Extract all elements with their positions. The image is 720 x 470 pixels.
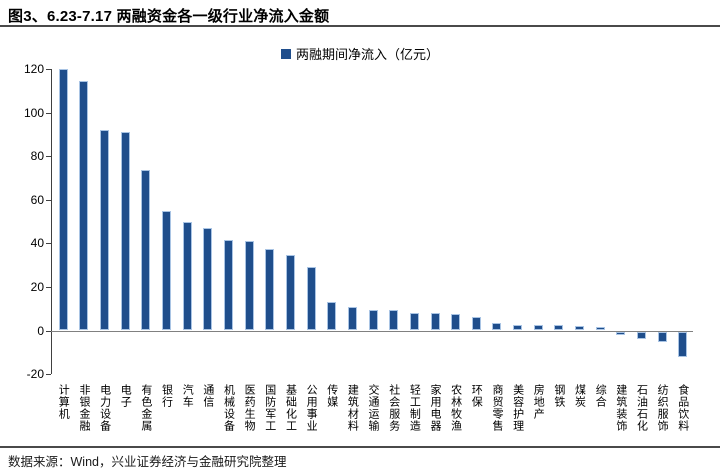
x-axis-label: 电子 — [119, 384, 132, 408]
x-axis-label: 计算机 — [57, 384, 70, 420]
bar — [265, 248, 275, 331]
top-rule — [0, 25, 720, 27]
x-axis-label: 轻工制造 — [408, 384, 421, 432]
x-axis-label: 汽车 — [181, 384, 194, 408]
source-note: 数据来源：Wind，兴业证券经济与金融研究院整理 — [8, 455, 287, 469]
y-axis-tick-label: 40 — [30, 236, 44, 251]
bar — [347, 306, 357, 331]
x-axis-label: 钢铁 — [552, 384, 565, 408]
legend-label: 两融期间净流入（亿元） — [295, 47, 439, 62]
x-axis-label: 煤炭 — [573, 384, 586, 408]
x-axis-label: 社会服务 — [387, 384, 400, 432]
zero-line — [51, 330, 693, 332]
bar — [533, 325, 543, 331]
y-axis-tick-label: 100 — [23, 105, 44, 120]
x-axis-label: 商贸零售 — [490, 384, 503, 432]
bar — [327, 302, 337, 331]
x-axis-label: 石油石化 — [635, 384, 648, 432]
y-axis-tick-label: 20 — [30, 279, 44, 294]
y-axis-tick — [46, 156, 51, 158]
bar — [451, 313, 461, 331]
x-axis-label: 农林牧渔 — [449, 384, 462, 432]
bar — [575, 325, 585, 331]
bar — [389, 310, 399, 331]
x-axis-label: 非银金融 — [77, 384, 90, 432]
y-axis-tick — [46, 112, 51, 114]
legend: 两融期间净流入（亿元） — [0, 44, 720, 63]
y-axis-tick — [46, 330, 51, 332]
x-axis-label: 有色金属 — [139, 384, 152, 432]
y-axis-line — [51, 69, 52, 375]
bar — [637, 331, 646, 339]
bar — [58, 69, 68, 331]
bar — [224, 240, 233, 331]
y-axis-tick — [46, 69, 51, 71]
bar — [306, 267, 316, 331]
x-axis-label: 纺织服饰 — [656, 384, 669, 432]
legend-marker-icon — [280, 48, 291, 59]
bar — [616, 331, 626, 336]
x-axis-label: 综合 — [594, 384, 607, 408]
x-axis-label: 电力设备 — [98, 384, 111, 432]
x-axis-label: 银行 — [160, 384, 173, 408]
bar — [244, 241, 254, 331]
x-axis-label: 医药生物 — [243, 384, 256, 432]
x-axis-label: 交通运输 — [367, 384, 380, 432]
bar — [409, 312, 419, 331]
x-axis-label: 国防军工 — [263, 384, 276, 432]
x-axis-label: 环保 — [470, 384, 483, 408]
bar — [141, 170, 151, 331]
figure-title: 图3、6.23-7.17 两融资金各一级行业净流入金额 — [8, 8, 330, 25]
bar — [100, 130, 110, 331]
bar — [182, 221, 192, 331]
x-axis-label: 基础化工 — [284, 384, 297, 432]
bottom-rule — [0, 446, 720, 448]
x-axis-label: 食品饮料 — [676, 384, 689, 432]
x-axis-label: 通信 — [201, 384, 214, 408]
y-axis-tick — [46, 374, 51, 376]
x-axis-label: 传媒 — [325, 384, 338, 408]
bar — [492, 323, 502, 331]
bar — [203, 228, 213, 331]
bar — [430, 313, 440, 331]
x-axis-label: 建筑材料 — [346, 384, 359, 432]
x-axis-label: 房地产 — [532, 384, 545, 420]
y-axis-tick — [46, 243, 51, 245]
bar — [162, 210, 172, 331]
bar — [678, 331, 688, 357]
bar — [285, 255, 295, 331]
bar — [471, 317, 481, 331]
bar — [554, 325, 564, 331]
bar — [120, 132, 130, 331]
x-axis-label: 建筑装饰 — [614, 384, 627, 432]
bar — [79, 81, 89, 331]
x-axis-label: 公用事业 — [305, 384, 318, 432]
y-axis-tick — [46, 199, 51, 201]
x-axis-label: 美容护理 — [511, 384, 524, 432]
y-axis-tick-label: 0 — [37, 323, 44, 338]
y-axis-tick — [46, 286, 51, 288]
bar — [368, 310, 378, 331]
y-axis-tick-label: 60 — [30, 192, 44, 207]
y-axis-tick-label: 80 — [30, 149, 44, 164]
x-axis-label: 机械设备 — [222, 384, 235, 432]
bar — [595, 327, 605, 331]
bar — [513, 324, 523, 331]
x-axis-label: 家用电器 — [429, 384, 441, 432]
y-axis-tick-label: -20 — [26, 367, 44, 382]
bar — [657, 331, 667, 342]
y-axis-tick-label: 120 — [23, 62, 44, 77]
